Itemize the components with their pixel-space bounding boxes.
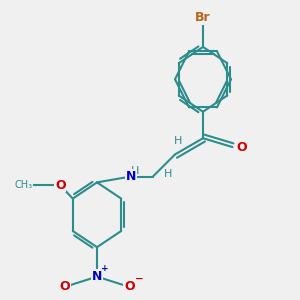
Text: −: − — [135, 274, 144, 284]
Text: O: O — [236, 141, 247, 154]
Text: O: O — [124, 280, 135, 293]
Text: CH₃: CH₃ — [14, 180, 32, 190]
Text: H: H — [164, 169, 172, 178]
Text: N: N — [126, 170, 136, 183]
Text: O: O — [59, 280, 70, 293]
Text: H: H — [131, 166, 140, 176]
Text: N: N — [92, 270, 102, 283]
Text: Br: Br — [195, 11, 211, 24]
Text: H: H — [174, 136, 182, 146]
Text: +: + — [101, 264, 109, 273]
Text: O: O — [55, 179, 65, 192]
